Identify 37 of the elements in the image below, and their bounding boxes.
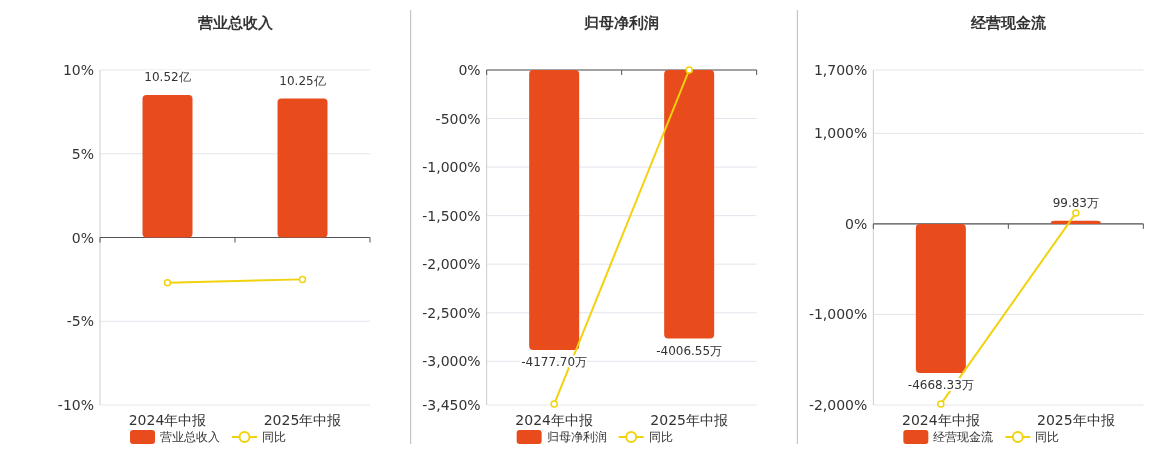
legend-label: 归母净利润 (546, 430, 607, 444)
chart-title: 经营现金流 (969, 14, 1047, 32)
x-tick-label: 2025年中报 (263, 412, 342, 428)
legend-label: 同比 (1035, 430, 1060, 444)
data-label: -4006.55万 (656, 343, 723, 358)
chart-title: 归母净利润 (583, 14, 660, 32)
y-tick-label: 10% (62, 62, 94, 78)
y-tick-label: -2,000% (808, 397, 868, 413)
y-tick-label: 0% (71, 229, 94, 246)
x-tick-label: 2024年中报 (902, 412, 980, 428)
legend-label: 经营现金流 (933, 430, 994, 444)
legend-label: 营业总收入 (160, 430, 220, 444)
y-tick-label: -3,450% (422, 397, 481, 413)
y-tick-label: -2,500% (422, 304, 481, 321)
y-tick-label: -1,000% (808, 306, 868, 323)
y-tick-label: 5% (71, 145, 94, 162)
y-tick-label: -3,000% (422, 353, 481, 370)
chart-title: 营业总收入 (196, 14, 274, 32)
y-tick-label: 0% (458, 62, 481, 78)
y-tick-label: 1,700% (813, 62, 868, 78)
legend-label: 同比 (648, 430, 673, 444)
y-tick-label: -10% (57, 397, 94, 413)
x-tick-label: 2024年中报 (515, 412, 593, 428)
data-label: 99.83万 (1052, 195, 1100, 210)
x-tick-label: 2024年中报 (128, 412, 207, 428)
data-label: 10.25亿 (279, 73, 326, 88)
y-tick-label: -500% (435, 110, 481, 127)
y-tick-label: -1,000% (422, 159, 481, 176)
y-tick-label: -5% (66, 313, 94, 330)
y-tick-label: 1,000% (813, 125, 868, 142)
x-tick-label: 2025年中报 (650, 412, 728, 428)
legend-label: 同比 (262, 430, 286, 444)
y-tick-label: -1,500% (422, 207, 481, 224)
y-tick-label: 0% (845, 215, 868, 232)
y-tick-label: -2,000% (422, 256, 481, 273)
data-label: 10.52亿 (144, 69, 191, 84)
x-tick-label: 2025年中报 (1037, 412, 1115, 428)
